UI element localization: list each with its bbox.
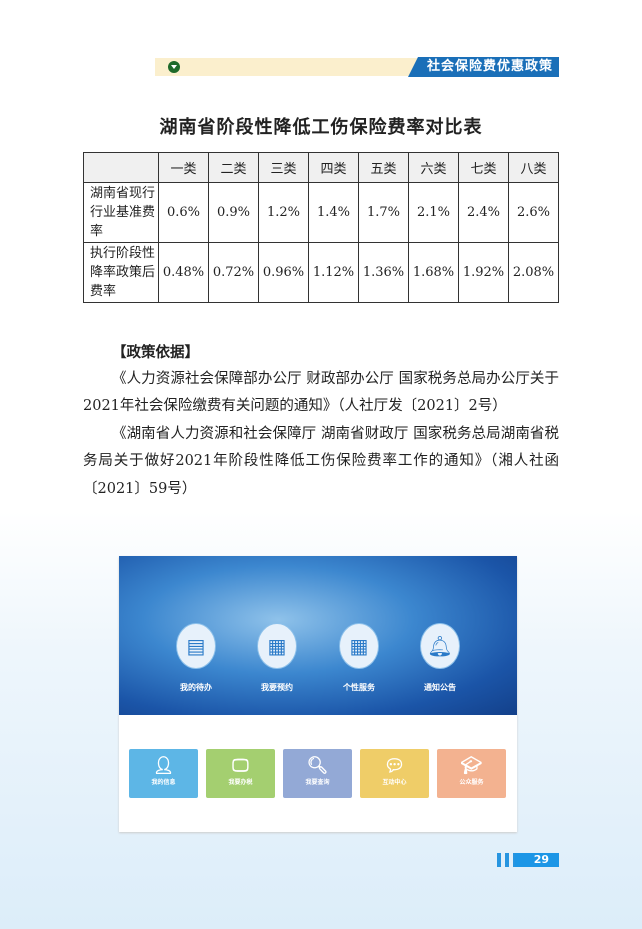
cell: 0.48% [158,242,209,303]
grid-icon[interactable]: ▦ [339,623,379,669]
policy-basis-heading: 【政策依据】 [112,345,199,361]
tile-label: 我要办税 [228,779,253,786]
monitor-icon: 🖵︎ [232,756,249,776]
cell: 1.68% [408,242,459,303]
tile-label: 我的信息 [151,779,176,786]
table-header-row: 一类 二类 三类 四类 五类 六类 七类 八类 [83,152,559,183]
tile-label: 公众服务 [459,779,484,786]
cell: 1.92% [458,242,509,303]
tile-tax[interactable]: 🖵︎ 我要办税 [206,749,275,798]
cell: 1.12% [308,242,359,303]
chat-icon: 💬︎ [383,756,406,776]
cell: 2.4% [458,182,509,243]
checker-decoration [497,853,515,867]
page-number: 29 [515,853,559,867]
cell: 1.36% [358,242,409,303]
tile-public-service[interactable]: 🎓︎ 公众服务 [437,749,506,798]
cell: 0.96% [258,242,309,303]
document-search-icon: 🔍︎ [306,756,329,776]
cell: 2.08% [508,242,559,303]
row-label: 湖南省现行行业基准费率 [83,182,159,243]
circle-label[interactable]: 我的待办 [180,683,212,692]
table-row: 执行阶段性降率政策后费率 0.48% 0.72% 0.96% 1.12% 1.3… [83,242,559,303]
bell-icon[interactable]: 🔔︎ [420,623,460,669]
cell: 1.4% [308,182,359,243]
app-banner: ▤ ▦ ▦ 🔔︎ 我的待办 我要预约 个性服务 通知公告 [119,556,517,715]
calendar-clock-icon[interactable]: ▦ [257,623,297,669]
cell: 2.6% [508,182,559,243]
column-header: 四类 [308,152,359,183]
cell: 0.72% [208,242,259,303]
table-row: 湖南省现行行业基准费率 0.6% 0.9% 1.2% 1.4% 1.7% 2.1… [83,182,559,243]
chevron-down-circle-icon [168,61,180,73]
tile-query[interactable]: 🔍︎ 我要查询 [283,749,352,798]
tile-interaction[interactable]: 💬︎ 互动中心 [360,749,429,798]
column-header: 七类 [458,152,509,183]
column-header: 一类 [158,152,209,183]
column-header: 八类 [508,152,559,183]
circle-label[interactable]: 个性服务 [343,683,375,692]
column-header: 六类 [408,152,459,183]
row-label: 执行阶段性降率政策后费率 [83,242,159,303]
user-icon: 👤︎ [152,756,175,776]
document-clock-icon[interactable]: ▤ [176,623,216,669]
column-header [83,152,159,183]
section-title: 社会保险费优惠政策 [408,57,559,77]
header-bar [155,58,425,76]
cell: 2.1% [408,182,459,243]
rate-comparison-table: 一类 二类 三类 四类 五类 六类 七类 八类 湖南省现行行业基准费率 0.6%… [83,152,559,303]
tile-my-info[interactable]: 👤︎ 我的信息 [129,749,198,798]
table-title: 湖南省阶段性降低工伤保险费率对比表 [159,117,483,138]
tile-label: 互动中心 [382,779,407,786]
column-header: 二类 [208,152,259,183]
app-screenshot: ▤ ▦ ▦ 🔔︎ 我的待办 我要预约 个性服务 通知公告 👤︎ 我的信息 🖵︎ 我要… [119,556,517,832]
tile-label: 我要查询 [305,779,330,786]
graduate-icon: 🎓︎ [460,756,483,776]
column-header: 五类 [358,152,409,183]
policy-document: 《湖南省人力资源和社会保障厅 湖南省财政厅 国家税务总局湖南省税务局关于做好20… [83,425,559,497]
circle-label[interactable]: 通知公告 [424,683,456,692]
policy-basis: 【政策依据】 《人力资源社会保障部办公厅 财政部办公厅 国家税务总局办公厅关于2… [83,340,559,503]
policy-document: 《人力资源社会保障部办公厅 财政部办公厅 国家税务总局办公厅关于2021年社会保… [83,370,559,415]
circle-label[interactable]: 我要预约 [261,683,293,692]
cell: 0.6% [158,182,209,243]
cell: 0.9% [208,182,259,243]
column-header: 三类 [258,152,309,183]
cell: 1.7% [358,182,409,243]
cell: 1.2% [258,182,309,243]
